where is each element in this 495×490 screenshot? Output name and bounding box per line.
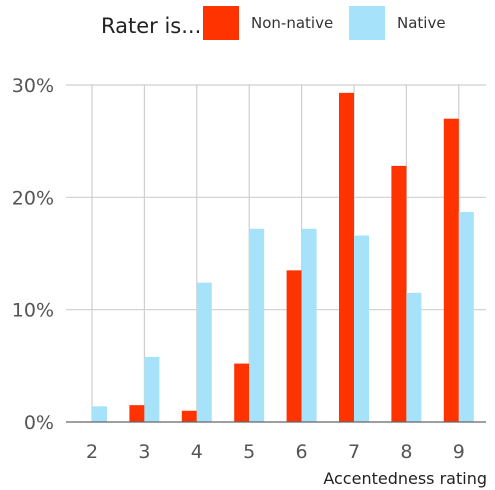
bar-native-3 <box>144 356 160 422</box>
y-tick-label: 30% <box>12 75 54 97</box>
y-tick-label: 0% <box>24 412 54 434</box>
legend-label-native: Native <box>397 14 446 32</box>
x-tick-label: 4 <box>191 441 203 463</box>
bar-non-native-3 <box>129 405 145 422</box>
x-tick-label: 5 <box>243 441 255 463</box>
bar-non-native-8 <box>391 165 407 422</box>
y-tick-label: 10% <box>12 300 54 322</box>
bar-native-5 <box>249 228 265 422</box>
legend-swatch-native <box>349 6 385 40</box>
bar-native-9 <box>458 211 474 422</box>
bar-native-2 <box>92 406 107 422</box>
bar-native-8 <box>406 292 422 422</box>
x-tick-label: 2 <box>86 441 98 463</box>
bar-native-4 <box>196 282 212 422</box>
x-tick-label: 7 <box>348 441 360 463</box>
axes: 0% 10% 20% 30% 2 3 4 5 6 7 8 9 <box>12 75 486 463</box>
x-axis-label: Accentedness rating <box>323 469 487 488</box>
x-tick-label: 6 <box>296 441 308 463</box>
x-tick-label: 3 <box>138 441 150 463</box>
bar-non-native-4 <box>181 410 197 422</box>
gridlines <box>66 84 486 422</box>
bar-non-native-7 <box>339 92 354 422</box>
bars <box>92 92 474 422</box>
legend-label-non-native: Non-native <box>251 14 333 32</box>
bar-non-native-6 <box>286 270 302 422</box>
legend-title: Rater is... <box>101 14 201 38</box>
bar-non-native-9 <box>443 118 459 422</box>
bar-native-7 <box>354 235 369 422</box>
bar-non-native-5 <box>234 363 250 422</box>
bar-native-6 <box>301 228 317 422</box>
y-tick-label: 20% <box>12 187 54 209</box>
legend: Rater is... Non-native Native <box>101 6 446 40</box>
legend-swatch-non-native <box>203 6 239 40</box>
x-tick-label: 9 <box>453 441 465 463</box>
x-tick-label: 8 <box>400 441 412 463</box>
